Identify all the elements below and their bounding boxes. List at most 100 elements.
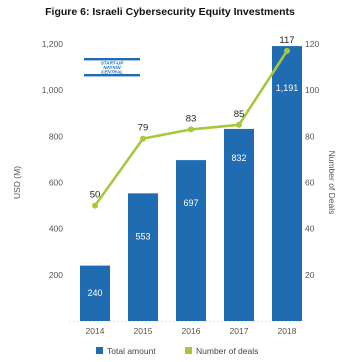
bar-value-label: 1,191 [276,83,299,93]
baseline-dot [145,320,147,323]
baseline-dot [81,320,83,323]
legend-label-total-amount: Total amount [107,346,156,356]
baseline-dot [257,320,259,323]
baseline-dot [253,320,255,323]
y2-tick-label: 20 [305,270,315,280]
deal-value-label: 85 [234,109,245,120]
baseline-dot [93,320,95,323]
baseline-dot [221,320,223,323]
baseline-dot [169,320,171,323]
baseline-dot [277,320,279,323]
chart-title: Figure 6: Israeli Cybersecurity Equity I… [45,6,295,18]
baseline-dot [161,320,163,323]
baseline-dot [73,320,75,323]
baseline-dot [237,320,239,323]
logo-text: START-UP [101,61,124,66]
baseline-dot [141,320,143,323]
bar [224,128,254,321]
baseline-dot [137,320,139,323]
deal-value-label: 79 [138,123,149,134]
baseline-dot [261,320,263,323]
y-tick-label: 200 [49,270,63,280]
deal-point [284,47,290,54]
baseline-dot [189,320,191,323]
logo-text: CENTRAL [101,69,123,74]
legend-swatch-total-amount [96,347,103,354]
baseline-dot [289,320,291,323]
y-axis-title: USD (M) [12,166,22,199]
y-tick-label: 1,200 [42,39,64,49]
baseline-dot [125,320,127,323]
deal-point [236,121,242,128]
bar-value-label: 240 [87,288,102,298]
x-tick-label: 2015 [134,326,153,336]
bar-value-label: 832 [231,153,246,163]
bar [272,46,302,321]
baseline-dot [205,320,207,323]
baseline-dot [117,320,119,323]
baseline-dot [213,320,215,323]
x-tick-label: 2017 [230,326,249,336]
baseline-dot [293,320,295,323]
bar-value-label: 553 [135,231,150,241]
baseline-dot [269,320,271,323]
baseline-dot [273,320,275,323]
legend-swatch-number-of-deals [185,347,192,354]
y2-tick-label: 100 [305,85,319,95]
logo-bar-top [84,58,140,61]
baseline-dot [185,320,187,323]
y-tick-label: 1,000 [42,85,64,95]
baseline-dot [297,320,299,323]
baseline-dot [197,320,199,323]
baseline-dot [109,320,111,323]
deal-value-label: 83 [186,113,197,124]
baseline-dot [217,320,219,323]
baseline-dot [265,320,267,323]
baseline-dot [225,320,227,323]
logo-text: NATION [103,65,121,70]
baseline-dot [165,320,167,323]
y-tick-label: 400 [49,224,63,234]
y2-axis-title: Number of Deals [327,151,337,215]
baseline-dot [173,320,175,323]
deal-value-label: 50 [90,190,101,201]
y2-tick-label: 80 [305,131,315,141]
baseline-dot [69,320,71,323]
baseline-dot [105,320,107,323]
x-tick-label: 2014 [86,326,105,336]
y-tick-label: 800 [49,131,63,141]
bar [176,160,206,321]
y2-tick-label: 60 [305,178,315,188]
baseline-dot [129,320,131,323]
baseline-dot [177,320,179,323]
baseline-dot [209,320,211,323]
baseline-dot [281,320,283,323]
y-tick-label: 600 [49,178,63,188]
baseline-dot [249,320,251,323]
bar [80,265,110,321]
baseline-dot [101,320,103,323]
bar-value-label: 697 [183,198,198,208]
baseline-dot [245,320,247,323]
y2-tick-label: 40 [305,224,315,234]
deal-value-label: 117 [279,35,294,46]
baseline-dot [201,320,203,323]
deal-point [188,126,194,133]
bar [128,193,158,321]
baseline-dot [157,320,159,323]
legend-label-number-of-deals: Number of deals [196,346,258,356]
deal-point [140,135,146,142]
y2-tick-label: 120 [305,39,319,49]
baseline-dot [149,320,151,323]
baseline-dot [229,320,231,323]
baseline-dot [153,320,155,323]
baseline-dot [113,320,115,323]
x-tick-label: 2018 [278,326,297,336]
baseline-dot [133,320,135,323]
baseline-dot [233,320,235,323]
baseline-dot [121,320,123,323]
baseline-dot [89,320,91,323]
baseline-dot [85,320,87,323]
baseline-dot [77,320,79,323]
